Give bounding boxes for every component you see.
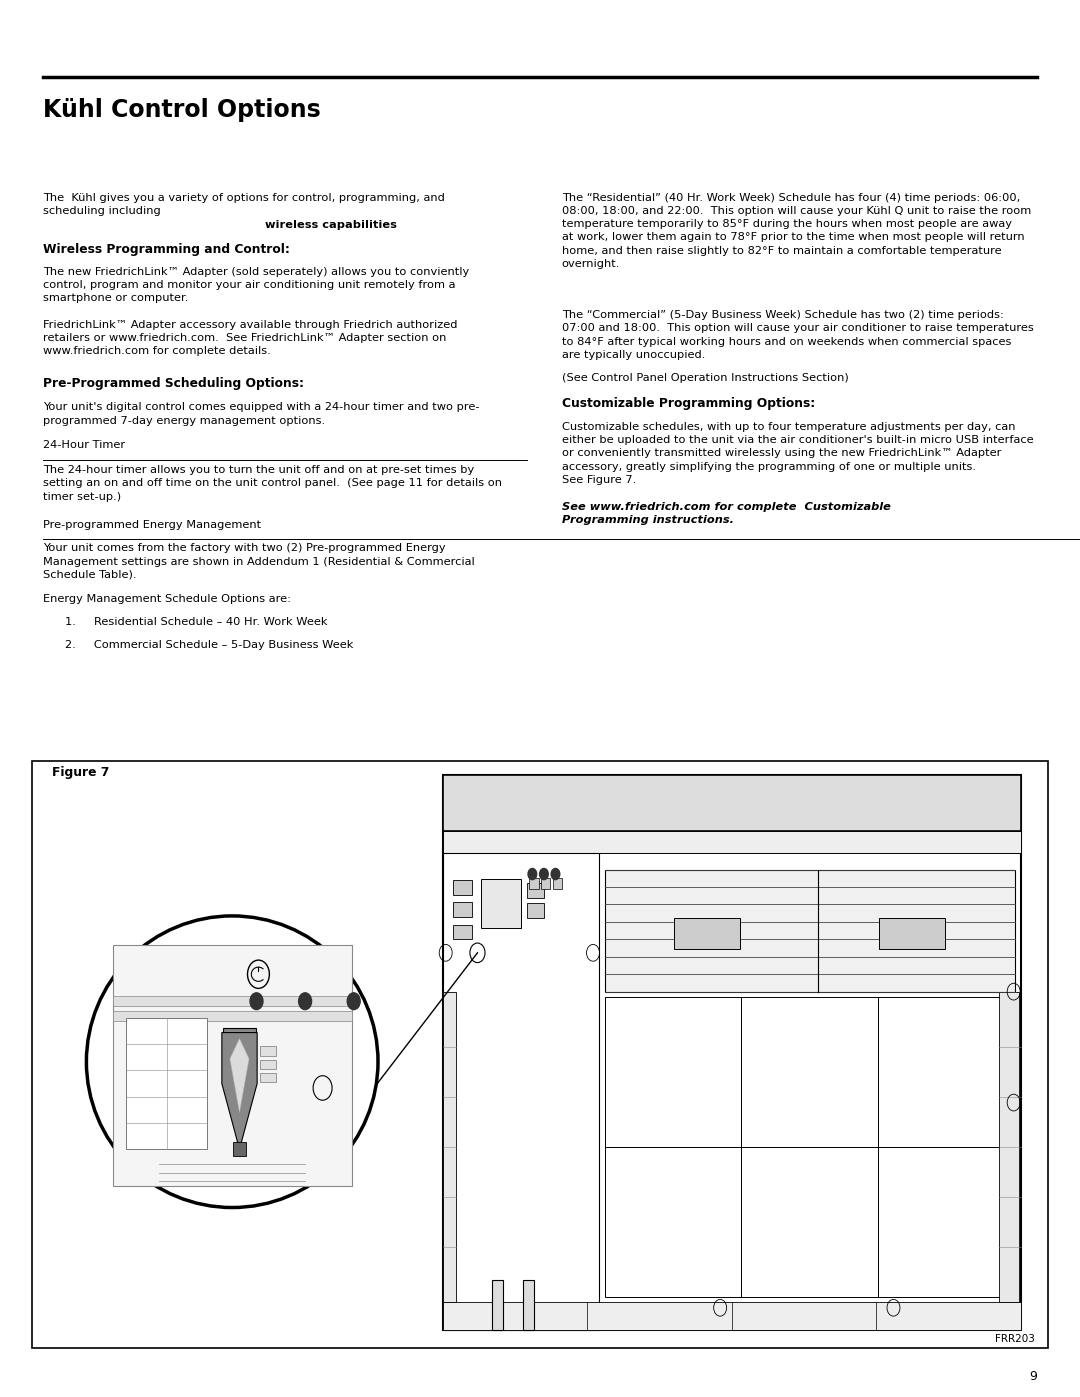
Text: The 24-hour timer allows you to turn the unit off and on at pre-set times by
set: The 24-hour timer allows you to turn the… bbox=[43, 465, 502, 502]
Bar bbox=[481, 879, 522, 928]
Text: (See Control Panel Operation Instructions Section): (See Control Panel Operation Instruction… bbox=[562, 373, 849, 383]
Bar bbox=[879, 918, 945, 949]
Bar bbox=[541, 877, 551, 888]
Text: 1.     Residential Schedule – 40 Hr. Work Week: 1. Residential Schedule – 40 Hr. Work We… bbox=[65, 617, 327, 627]
Text: FRR203: FRR203 bbox=[995, 1334, 1035, 1344]
Bar bbox=[527, 883, 544, 898]
Bar bbox=[260, 1046, 276, 1056]
Text: The “Commercial” (5-Day Business Week) Schedule has two (2) time periods:
07:00 : The “Commercial” (5-Day Business Week) S… bbox=[562, 310, 1034, 360]
Bar bbox=[260, 1059, 276, 1069]
Text: 24-Hour Timer: 24-Hour Timer bbox=[43, 440, 125, 450]
Text: 2.     Commercial Schedule – 5-Day Business Week: 2. Commercial Schedule – 5-Day Business … bbox=[65, 640, 353, 650]
Bar bbox=[443, 775, 1021, 1330]
Bar bbox=[260, 1073, 276, 1083]
Text: 9: 9 bbox=[1029, 1370, 1037, 1383]
Text: Wireless Programming and Control:: Wireless Programming and Control: bbox=[43, 243, 291, 256]
Bar bbox=[454, 925, 472, 939]
Bar bbox=[112, 1010, 352, 1021]
Bar bbox=[443, 831, 1021, 854]
Text: Customizable Programming Options:: Customizable Programming Options: bbox=[562, 397, 814, 409]
Bar bbox=[878, 997, 1015, 1147]
Bar bbox=[491, 1280, 503, 1330]
Bar bbox=[674, 918, 740, 949]
Bar bbox=[443, 992, 456, 1302]
Bar bbox=[529, 877, 539, 888]
Text: The new FriedrichLink™ Adapter (sold seperately) allows you to conviently
contro: The new FriedrichLink™ Adapter (sold sep… bbox=[43, 267, 470, 303]
Bar bbox=[233, 1141, 246, 1157]
Bar bbox=[741, 1147, 878, 1296]
Circle shape bbox=[347, 993, 360, 1010]
Text: Kühl Control Options: Kühl Control Options bbox=[43, 98, 321, 122]
Bar bbox=[999, 992, 1018, 1302]
Text: Customizable schedules, with up to four temperature adjustments per day, can
eit: Customizable schedules, with up to four … bbox=[562, 422, 1034, 485]
Circle shape bbox=[298, 993, 311, 1010]
Bar bbox=[443, 854, 598, 1330]
Bar bbox=[741, 997, 878, 1147]
Bar bbox=[112, 946, 352, 1186]
Bar bbox=[224, 1028, 256, 1069]
Bar bbox=[454, 880, 472, 894]
Bar bbox=[523, 1280, 535, 1330]
Bar bbox=[605, 869, 1015, 992]
Text: The “Residential” (40 Hr. Work Week) Schedule has four (4) time periods: 06:00,
: The “Residential” (40 Hr. Work Week) Sch… bbox=[562, 193, 1030, 268]
Circle shape bbox=[251, 993, 264, 1010]
Polygon shape bbox=[221, 1032, 257, 1150]
Bar bbox=[126, 1018, 206, 1150]
Text: FriedrichLink™ Adapter accessory available through Friedrich authorized
retailer: FriedrichLink™ Adapter accessory availab… bbox=[43, 320, 458, 356]
Text: Energy Management Schedule Options are:: Energy Management Schedule Options are: bbox=[43, 594, 292, 604]
Text: Your unit comes from the factory with two (2) Pre-programmed Energy
Management s: Your unit comes from the factory with tw… bbox=[43, 543, 475, 580]
Circle shape bbox=[551, 869, 559, 880]
Bar bbox=[527, 902, 544, 918]
Text: The  Kühl gives you a variety of options for control, programming, and
schedulin: The Kühl gives you a variety of options … bbox=[43, 193, 445, 217]
Text: wireless capabilities: wireless capabilities bbox=[265, 219, 396, 231]
Text: Figure 7: Figure 7 bbox=[52, 766, 109, 778]
Bar bbox=[112, 996, 352, 1006]
Bar bbox=[605, 1147, 741, 1296]
Text: Pre-programmed Energy Management: Pre-programmed Energy Management bbox=[43, 520, 261, 529]
Bar bbox=[32, 761, 1048, 1348]
Ellipse shape bbox=[86, 916, 378, 1207]
Polygon shape bbox=[230, 1038, 249, 1113]
Circle shape bbox=[528, 869, 537, 880]
Bar bbox=[443, 1302, 1021, 1330]
Bar bbox=[605, 997, 741, 1147]
Circle shape bbox=[540, 869, 549, 880]
Text: Your unit's digital control comes equipped with a 24-hour timer and two pre-
pro: Your unit's digital control comes equipp… bbox=[43, 402, 480, 426]
Bar bbox=[878, 1147, 1015, 1296]
Bar bbox=[443, 775, 1021, 831]
Text: Pre-Programmed Scheduling Options:: Pre-Programmed Scheduling Options: bbox=[43, 377, 305, 390]
Text: See www.friedrich.com for complete  Customizable
Programming instructions.: See www.friedrich.com for complete Custo… bbox=[562, 502, 891, 525]
Bar bbox=[553, 877, 562, 888]
Bar bbox=[454, 902, 472, 916]
